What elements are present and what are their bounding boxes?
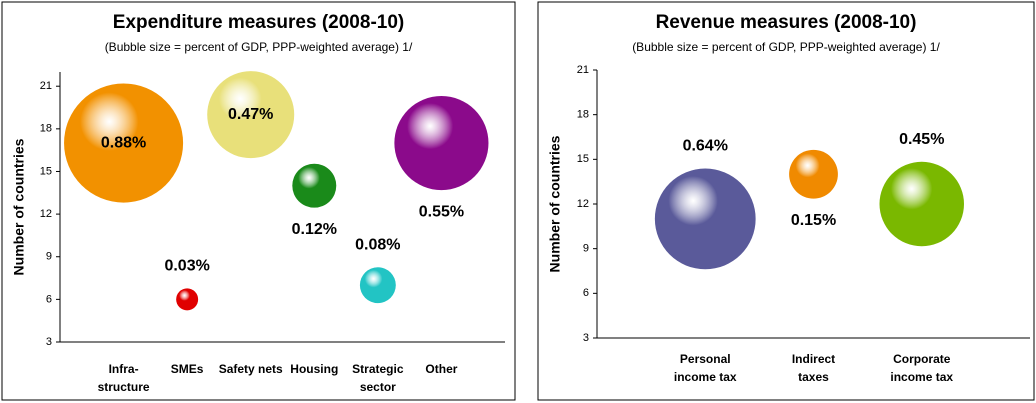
chart-subtitle: (Bubble size = percent of GDP, PPP-weigh… (105, 40, 413, 54)
y-tick-label: 15 (40, 165, 52, 177)
x-tick-label: Indirect taxes (792, 352, 835, 384)
x-tick-label: Housing (290, 362, 338, 376)
data-label: 0.64% (683, 138, 728, 155)
x-tick-label: Corporate income tax (890, 352, 953, 384)
chart-title: Expenditure measures (2008-10) (113, 12, 404, 33)
y-axis-label: Number of countries (11, 138, 27, 275)
bubble (879, 161, 964, 247)
bubble (359, 267, 396, 304)
bubble (176, 288, 199, 311)
x-tick-label: Personal income tax (674, 352, 737, 384)
y-tick-label: 12 (40, 208, 52, 220)
x-tick-label: Strategic sector (352, 362, 404, 394)
data-label: 0.47% (228, 106, 273, 123)
y-tick-label: 3 (583, 332, 589, 344)
chart-title: Revenue measures (2008-10) (656, 12, 917, 33)
y-tick-label: 21 (577, 64, 589, 76)
data-label: 0.12% (292, 221, 337, 238)
chart-panel: Revenue measures (2008-10) (Bubble size =… (537, 1, 1035, 401)
y-tick-label: 21 (40, 80, 52, 92)
data-label: 0.55% (419, 203, 464, 220)
chart-subtitle: (Bubble size = percent of GDP, PPP-weigh… (632, 40, 940, 54)
data-label: 0.08% (355, 236, 400, 253)
y-tick-label: 15 (577, 153, 589, 165)
chart-panel: Expenditure measures (2008-10) (Bubble si… (1, 1, 516, 401)
bubble (207, 71, 295, 159)
y-tick-label: 18 (40, 123, 52, 135)
x-tick-label: Other (425, 362, 457, 376)
y-tick-label: 9 (46, 251, 52, 263)
x-tick-label: SMEs (171, 362, 204, 376)
bubble (789, 149, 838, 199)
bubble (64, 83, 184, 203)
bubble (394, 95, 489, 191)
bubble (292, 163, 337, 208)
y-tick-label: 3 (46, 336, 52, 348)
y-tick-label: 6 (46, 293, 52, 305)
bubble (654, 168, 756, 270)
y-tick-label: 6 (583, 287, 589, 299)
data-label: 0.03% (164, 258, 209, 275)
x-tick-label: Infra-structure (98, 362, 150, 394)
y-tick-label: 9 (583, 243, 589, 255)
data-label: 0.88% (101, 134, 146, 151)
panel-border (1, 1, 516, 401)
y-tick-label: 12 (577, 198, 589, 210)
data-label: 0.15% (791, 212, 836, 229)
y-tick-label: 18 (577, 109, 589, 121)
data-label: 0.45% (899, 131, 944, 148)
y-axis-label: Number of countries (547, 135, 563, 272)
x-tick-label: Safety nets (219, 362, 283, 376)
